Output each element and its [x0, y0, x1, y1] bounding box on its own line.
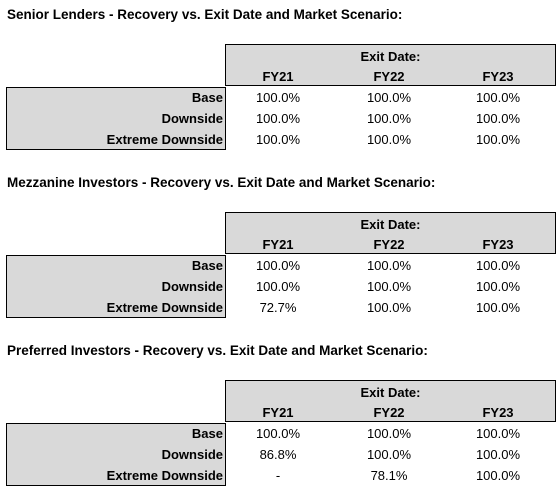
value-cell: 100.0%	[475, 426, 521, 441]
value-cell: 100.0%	[366, 300, 412, 315]
row-label-extreme-downside: Extreme Downside	[106, 132, 223, 147]
section-title: Preferred Investors - Recovery vs. Exit …	[7, 343, 428, 358]
column-header-fy21: FY21	[262, 405, 294, 420]
column-header-fy22: FY22	[373, 69, 405, 84]
row-header-block	[6, 255, 226, 318]
column-header-fy22: FY22	[373, 237, 405, 252]
row-label-downside: Downside	[161, 111, 223, 126]
row-label-extreme-downside: Extreme Downside	[106, 468, 223, 483]
value-cell: 100.0%	[366, 279, 412, 294]
value-cell: 100.0%	[366, 258, 412, 273]
row-label-base: Base	[191, 90, 223, 105]
row-label-base: Base	[191, 426, 223, 441]
row-header-block	[6, 87, 226, 150]
column-header-fy22: FY22	[373, 405, 405, 420]
value-cell: 100.0%	[255, 90, 301, 105]
value-cell: 100.0%	[366, 132, 412, 147]
value-cell: 100.0%	[366, 90, 412, 105]
value-cell: 100.0%	[475, 300, 521, 315]
value-cell: 100.0%	[475, 468, 521, 483]
value-cell: 100.0%	[255, 279, 301, 294]
value-cell: 72.7%	[259, 300, 297, 315]
section-title: Mezzanine Investors - Recovery vs. Exit …	[7, 175, 436, 190]
value-cell: 100.0%	[366, 426, 412, 441]
value-cell: 100.0%	[475, 447, 521, 462]
row-label-base: Base	[191, 258, 223, 273]
exit-date-label: Exit Date:	[360, 385, 421, 400]
value-cell: 78.1%	[370, 468, 408, 483]
value-cell: 86.8%	[259, 447, 297, 462]
exit-date-label: Exit Date:	[360, 217, 421, 232]
value-cell: 100.0%	[255, 258, 301, 273]
value-cell: 100.0%	[475, 90, 521, 105]
section-title: Senior Lenders - Recovery vs. Exit Date …	[7, 7, 403, 22]
row-header-block	[6, 423, 226, 486]
column-header-block	[225, 380, 556, 422]
column-header-fy23: FY23	[482, 69, 514, 84]
value-cell: 100.0%	[255, 426, 301, 441]
value-cell: -	[275, 468, 281, 483]
row-label-extreme-downside: Extreme Downside	[106, 300, 223, 315]
row-label-downside: Downside	[161, 279, 223, 294]
value-cell: 100.0%	[475, 279, 521, 294]
column-header-block	[225, 44, 556, 86]
column-header-fy21: FY21	[262, 69, 294, 84]
value-cell: 100.0%	[255, 111, 301, 126]
row-label-downside: Downside	[161, 447, 223, 462]
value-cell: 100.0%	[255, 132, 301, 147]
column-header-block	[225, 212, 556, 254]
column-header-fy23: FY23	[482, 237, 514, 252]
value-cell: 100.0%	[475, 111, 521, 126]
value-cell: 100.0%	[475, 258, 521, 273]
exit-date-label: Exit Date:	[360, 49, 421, 64]
column-header-fy21: FY21	[262, 237, 294, 252]
column-header-fy23: FY23	[482, 405, 514, 420]
value-cell: 100.0%	[366, 447, 412, 462]
value-cell: 100.0%	[475, 132, 521, 147]
value-cell: 100.0%	[366, 111, 412, 126]
